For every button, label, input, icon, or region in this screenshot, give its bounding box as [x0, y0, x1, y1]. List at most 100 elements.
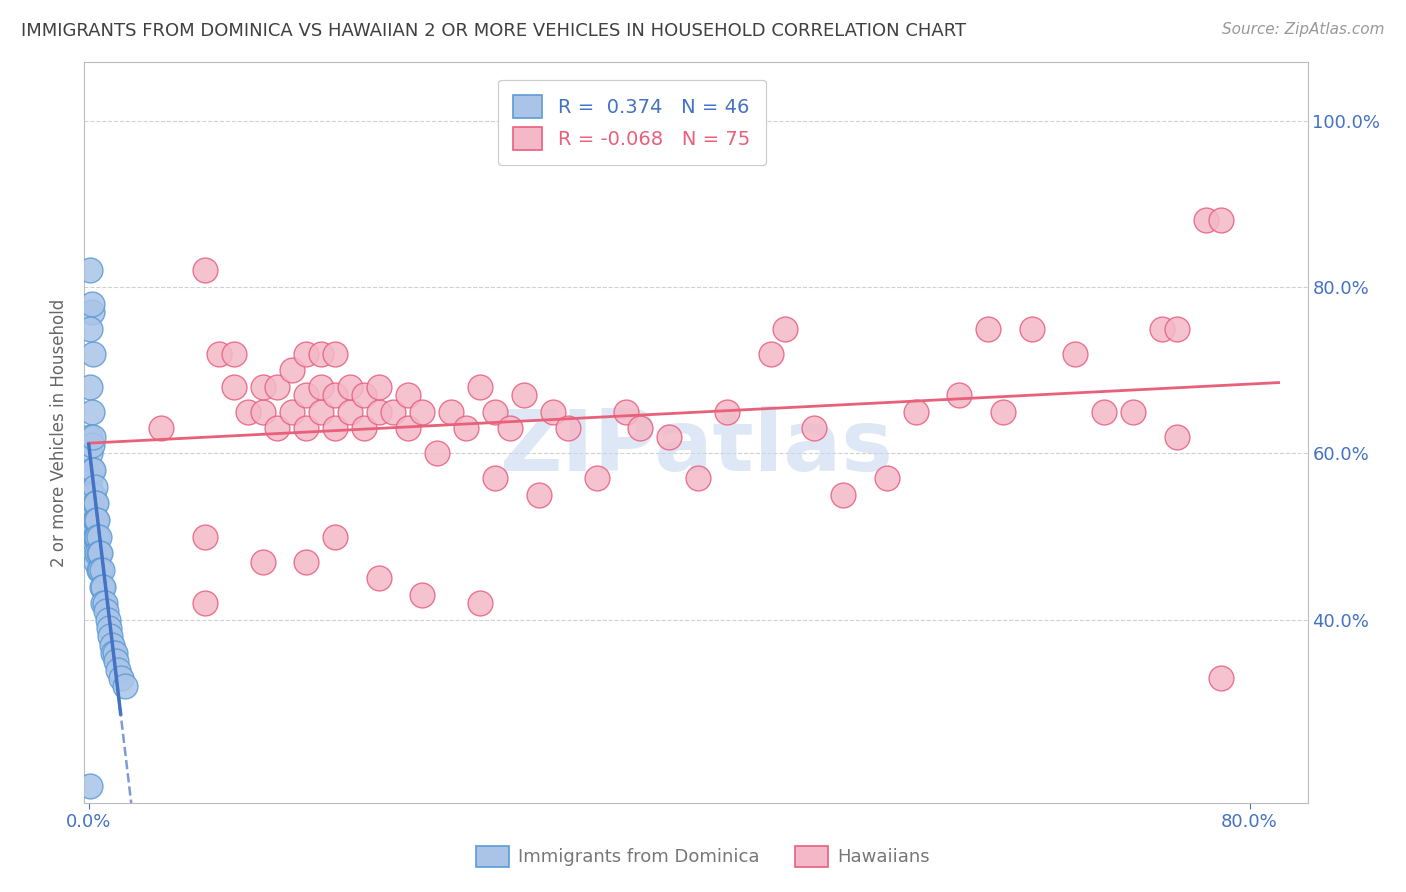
Point: [86, 546, 108, 560]
Point: [1094, 405, 1116, 419]
Point: [557, 421, 579, 435]
Point: [628, 421, 651, 435]
Point: [309, 380, 332, 394]
Point: [80, 296, 103, 310]
Point: [484, 471, 506, 485]
Point: [948, 388, 970, 402]
Text: IMMIGRANTS FROM DOMINICA VS HAWAIIAN 2 OR MORE VEHICLES IN HOUSEHOLD CORRELATION: IMMIGRANTS FROM DOMINICA VS HAWAIIAN 2 O…: [21, 22, 966, 40]
Point: [79, 488, 101, 502]
Point: [91, 596, 114, 610]
Point: [1166, 430, 1188, 444]
Point: [513, 388, 536, 402]
Legend: R =  0.374   N = 46, R = -0.068   N = 75: R = 0.374 N = 46, R = -0.068 N = 75: [498, 79, 766, 165]
Point: [266, 421, 288, 435]
Point: [688, 471, 710, 485]
Point: [150, 421, 173, 435]
Point: [94, 605, 117, 619]
Point: [110, 671, 132, 685]
Point: [339, 380, 361, 394]
Point: [470, 380, 492, 394]
Point: [222, 380, 245, 394]
Point: [368, 405, 391, 419]
Point: [79, 321, 101, 335]
Point: [295, 388, 318, 402]
Point: [101, 638, 124, 652]
Point: [80, 488, 103, 502]
Point: [98, 621, 121, 635]
Point: [1064, 346, 1087, 360]
Point: [87, 563, 110, 577]
Legend: Immigrants from Dominica, Hawaiians: Immigrants from Dominica, Hawaiians: [470, 838, 936, 874]
Point: [86, 530, 108, 544]
Point: [1166, 321, 1188, 335]
Point: [89, 563, 111, 577]
Point: [208, 346, 231, 360]
Point: [876, 471, 898, 485]
Point: [716, 405, 738, 419]
Point: [1209, 213, 1232, 227]
Point: [470, 596, 492, 610]
Point: [222, 346, 245, 360]
Point: [84, 530, 107, 544]
Point: [79, 430, 101, 444]
Point: [440, 405, 463, 419]
Point: [309, 405, 332, 419]
Point: [309, 346, 332, 360]
Point: [83, 480, 105, 494]
Point: [100, 629, 122, 643]
Point: [97, 613, 120, 627]
Point: [91, 580, 114, 594]
Point: [90, 580, 112, 594]
Point: [252, 405, 274, 419]
Point: [904, 405, 927, 419]
Point: [396, 421, 419, 435]
Point: [411, 405, 433, 419]
Y-axis label: 2 or more Vehicles in Household: 2 or more Vehicles in Household: [51, 299, 69, 566]
Point: [104, 646, 127, 660]
Point: [82, 505, 104, 519]
Point: [80, 305, 103, 319]
Point: [82, 463, 104, 477]
Point: [103, 646, 125, 660]
Point: [194, 596, 217, 610]
Point: [773, 321, 796, 335]
Point: [803, 421, 825, 435]
Point: [325, 388, 347, 402]
Point: [411, 588, 433, 602]
Point: [1122, 405, 1144, 419]
Point: [295, 555, 318, 569]
Text: ZIPatlas: ZIPatlas: [499, 406, 893, 489]
Point: [79, 263, 101, 277]
Point: [353, 388, 375, 402]
Point: [107, 663, 129, 677]
Point: [426, 446, 449, 460]
Point: [238, 405, 260, 419]
Point: [484, 405, 506, 419]
Point: [80, 505, 103, 519]
Point: [80, 438, 103, 452]
Point: [1021, 321, 1043, 335]
Point: [368, 380, 391, 394]
Point: [281, 405, 304, 419]
Point: [79, 380, 101, 394]
Point: [82, 346, 104, 360]
Point: [83, 496, 105, 510]
Point: [339, 405, 361, 419]
Point: [295, 346, 318, 360]
Point: [90, 563, 112, 577]
Point: [498, 421, 520, 435]
Point: [87, 530, 110, 544]
Point: [252, 555, 274, 569]
Point: [84, 513, 107, 527]
Point: [80, 463, 103, 477]
Point: [325, 346, 347, 360]
Point: [585, 471, 607, 485]
Point: [325, 421, 347, 435]
Point: [658, 430, 681, 444]
Point: [86, 513, 108, 527]
Point: [832, 488, 855, 502]
Point: [114, 679, 136, 693]
Point: [80, 405, 103, 419]
Point: [541, 405, 564, 419]
Point: [84, 496, 107, 510]
